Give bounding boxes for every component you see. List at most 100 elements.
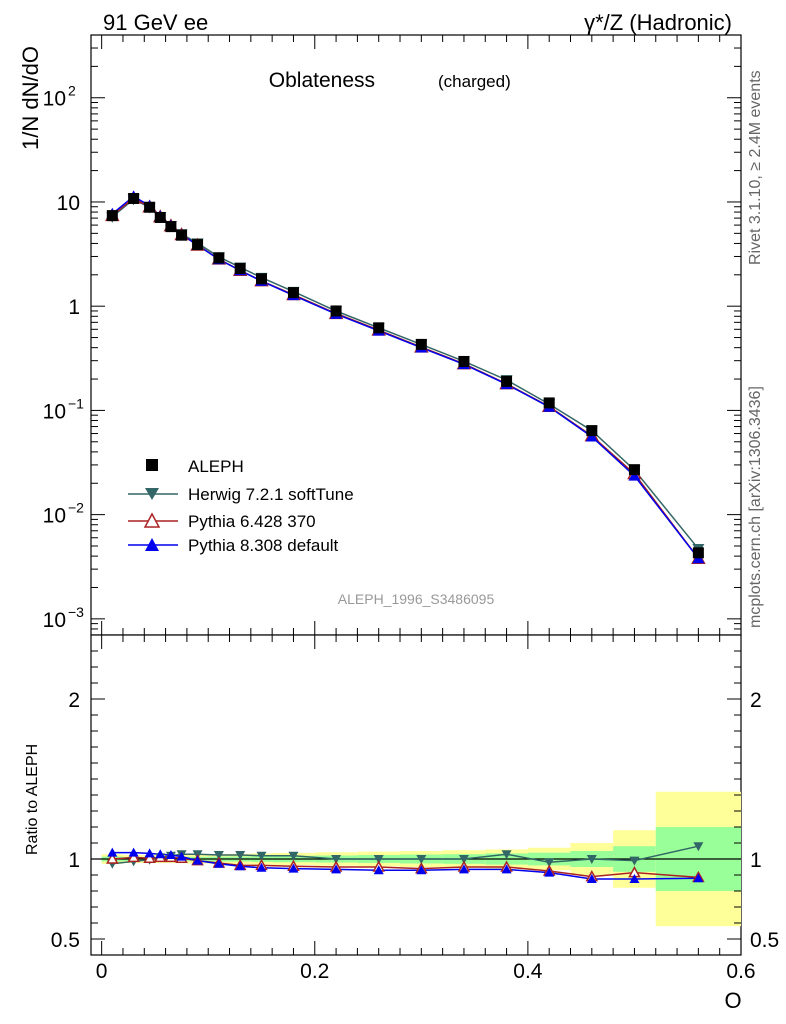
main-panel: Oblateness (charged) 1/N dN/dO 10 −310 −21… — [18, 34, 742, 636]
ratio-point-series-2 — [176, 851, 187, 861]
analysis-label: ALEPH_1996_S3486095 — [338, 591, 495, 607]
data-point-series-0 — [234, 262, 246, 274]
ratio-point-series-0 — [501, 850, 512, 860]
ratio-point-series-2 — [586, 874, 597, 883]
legend-label-pythia8: Pythia 8.308 default — [188, 536, 339, 555]
main-y-tick-exponent: −2 — [68, 500, 84, 516]
legend-marker-pythia8 — [145, 538, 159, 551]
ratio-point-series-2 — [256, 862, 267, 872]
ratio-y-tick-label-left: 0.5 — [51, 929, 80, 952]
ratio-point-series-0 — [416, 855, 427, 864]
x-axis-label: O — [724, 988, 741, 1013]
main-y-tick-exponent: 2 — [68, 83, 76, 99]
ratio-x-axis: 0 0.2 0.4 0.6 — [96, 635, 756, 983]
ratio-point-series-0 — [373, 855, 384, 864]
ratio-point-series-0 — [458, 855, 469, 864]
ratio-point-series-2 — [235, 861, 246, 871]
data-point-series-0 — [287, 287, 299, 299]
x-tick-label: 0 — [96, 960, 108, 983]
ratio-y-axis-label: Ratio to ALEPH — [24, 744, 41, 855]
ratio-point-series-2 — [458, 864, 469, 874]
ratio-point-series-0 — [256, 851, 267, 861]
plot-title-suffix: (charged) — [438, 72, 511, 91]
ratio-point-series-1 — [143, 851, 156, 863]
side-label-top: Rivet 3.1.10, ≥ 2.4M events — [747, 70, 764, 265]
ratio-point-series-0 — [331, 855, 342, 864]
main-y-tick-exponent: −3 — [68, 604, 84, 620]
main-y-tick-label: 10 — [43, 400, 66, 423]
data-point-series-0 — [373, 322, 385, 334]
ratio-point-series-0 — [235, 851, 246, 860]
plot-title: Oblateness — [269, 69, 375, 92]
ratio-point-series-0 — [629, 856, 640, 866]
ratio-point-series-2 — [373, 865, 384, 875]
ratio-point-series-2 — [416, 865, 427, 875]
main-y-axis-label: 1/N dN/dO — [18, 46, 43, 150]
main-y-tick-label: 10 — [43, 609, 66, 632]
data-point-series-0 — [255, 273, 267, 285]
ratio-point-series-0 — [213, 851, 224, 860]
header-left: 91 GeV ee — [103, 10, 208, 35]
ratio-y-tick-label-left: 2 — [68, 689, 80, 712]
data-point-series-0 — [330, 305, 342, 317]
ratio-point-series-2 — [144, 848, 155, 858]
data-point-series-0 — [176, 229, 188, 241]
ratio-y-tick-label-right: 1 — [750, 849, 762, 872]
data-point-series-0 — [415, 338, 427, 350]
ratio-point-series-0 — [544, 858, 555, 868]
data-point-series-0 — [458, 355, 470, 367]
ratio-series-group — [106, 842, 705, 883]
data-point-series-0 — [144, 201, 156, 213]
ratio-frame — [90, 634, 742, 956]
main-y-tick-label: 1 — [68, 296, 80, 319]
legend-marker-aleph — [146, 459, 158, 471]
data-point-series-0 — [192, 239, 204, 251]
main-y-tick-label: 10 — [57, 192, 80, 215]
legend-marker-pythia6 — [143, 512, 161, 528]
ratio-point-series-2 — [155, 849, 166, 859]
main-y-tick-exponent: −1 — [68, 395, 84, 411]
ratio-point-series-2 — [213, 858, 224, 868]
ratio-point-series-0 — [586, 855, 597, 864]
main-frame — [90, 34, 742, 636]
legend-label-pythia6: Pythia 6.428 370 — [188, 512, 316, 531]
ratio-point-series-2 — [165, 850, 176, 859]
ratio-panel: 0.5 0.5 1 1 2 2 0 0.2 0.4 0.6 Ratio to ALEPH O — [24, 634, 779, 1013]
ratio-y-tick-label-left: 1 — [68, 849, 80, 872]
ratio-point-series-2 — [629, 874, 640, 883]
legend-marker-herwig — [145, 488, 159, 500]
legend: ALEPH Herwig 7.2.1 softTune Pythia 6.428… — [128, 457, 354, 555]
data-point-series-0 — [586, 425, 598, 437]
ratio-point-series-2 — [128, 847, 139, 857]
ratio-point-series-1 — [127, 850, 140, 863]
ratio-point-series-2 — [107, 847, 118, 857]
main-x-axis — [101, 35, 742, 635]
x-tick-label: 0.4 — [513, 960, 543, 983]
data-point-series-0 — [128, 192, 140, 204]
data-point-series-0 — [628, 464, 640, 476]
data-point-series-0 — [165, 221, 177, 233]
main-y-tick-label: 10 — [43, 88, 66, 111]
ratio-point-series-2 — [331, 864, 342, 874]
legend-label-herwig: Herwig 7.2.1 softTune — [188, 485, 354, 504]
ratio-point-series-2 — [544, 867, 555, 877]
data-point-series-0 — [692, 547, 704, 559]
ratio-point-series-1 — [106, 852, 119, 864]
ratio-y-axis: 0.5 0.5 1 1 2 2 — [51, 634, 779, 956]
ratio-point-series-2 — [501, 864, 512, 874]
ratio-point-series-2 — [288, 863, 299, 873]
data-point-series-0 — [501, 375, 513, 387]
ratio-point-series-2 — [192, 855, 203, 865]
ratio-point-series-2 — [693, 873, 704, 883]
data-point-series-0 — [154, 211, 166, 223]
main-series-group — [105, 190, 706, 564]
legend-label-aleph: ALEPH — [188, 457, 244, 476]
ratio-y-tick-label-right: 0.5 — [750, 929, 779, 952]
ratio-y-tick-label-right: 2 — [750, 689, 762, 712]
x-tick-label: 0.6 — [726, 960, 755, 983]
main-y-tick-label: 10 — [43, 505, 66, 528]
ratio-point-series-0 — [693, 842, 704, 852]
ratio-point-series-0 — [288, 851, 299, 861]
